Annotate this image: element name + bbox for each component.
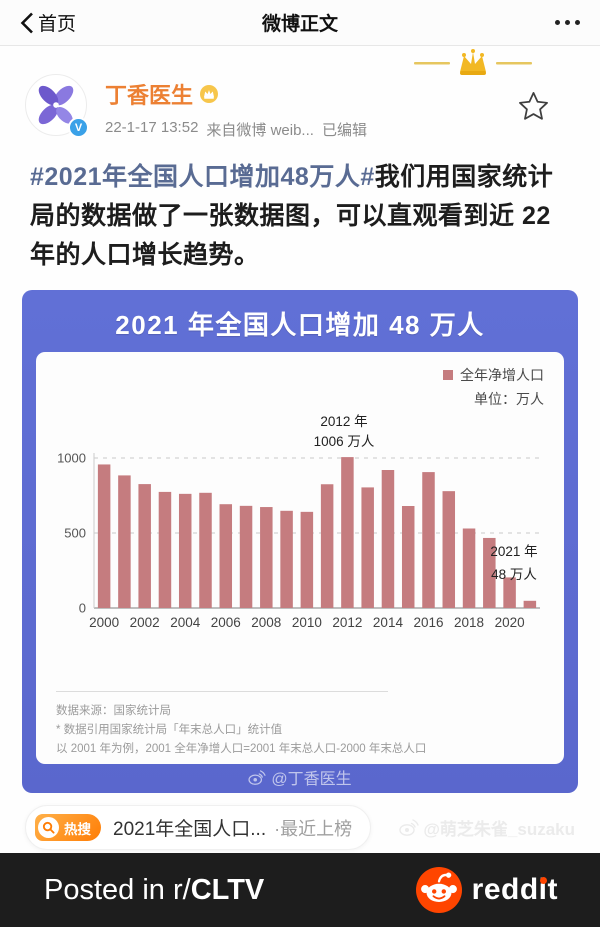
bar-2019: [483, 537, 496, 608]
divider: [56, 691, 388, 692]
bar-2007: [239, 505, 253, 608]
post-text: 我们用国家统计局的数据做了一张数据图，可以直观看到近 22 年的人口增长趋势。: [30, 163, 554, 269]
back-button[interactable]: 首页: [20, 9, 76, 36]
reddit-wordmark: reddit: [471, 873, 558, 906]
chart-watermark-text: @丁香医生: [271, 771, 352, 788]
bar-2017: [442, 491, 456, 608]
svg-text:2016: 2016: [413, 615, 443, 630]
post-source[interactable]: 来自微博 weib...: [206, 122, 314, 139]
bar-2006: [219, 504, 233, 608]
unit-label: 单位：万人: [474, 391, 544, 407]
svg-text:2008: 2008: [251, 615, 281, 630]
svg-text:0: 0: [79, 601, 86, 616]
more-button[interactable]: [555, 20, 580, 25]
bar-2009: [280, 510, 293, 608]
bar-2002: [138, 484, 151, 608]
hot-badge-label: 热搜: [64, 821, 91, 837]
svg-text:2018: 2018: [454, 615, 484, 630]
bar-2016: [422, 472, 435, 608]
bar-2021: [523, 600, 537, 608]
post-meta: 22-1-17 13:52 来自微博 weib... 已编辑: [105, 119, 575, 140]
annotation-2021: 48 万人: [491, 567, 537, 582]
bar-2000: [97, 464, 111, 608]
bar-2010: [300, 511, 314, 608]
bar-2004: [178, 493, 192, 608]
chart-watermark: @丁香医生: [22, 765, 578, 789]
chart-image[interactable]: 2021 年全国人口增加 48 万人 全年净增人口 单位：万人 0 500 1000…: [22, 290, 578, 793]
photo-watermark: @萌芝朱雀_suzaku: [399, 815, 575, 840]
post-body: #2021年全国人口增加48万人#我们用国家统计局的数据做了一张数据图，可以直观…: [0, 150, 600, 275]
photo-watermark-text: @萌芝朱雀_suzaku: [423, 820, 575, 839]
chart-footnotes: 数据来源：国家统计局 * 数据引用国家统计局「年末总人口」统计值 以 2001 …: [56, 702, 544, 759]
annotation-2012: 2012 年: [320, 414, 367, 429]
reddit-caption: Posted in r/CLTV: [44, 874, 264, 907]
favorite-star-icon[interactable]: [517, 90, 550, 123]
chevron-left-icon: [20, 12, 33, 33]
bar-2018: [462, 528, 476, 608]
hashtag-link[interactable]: #2021年全国人口增加48万人#: [30, 163, 375, 191]
bar-2008: [260, 507, 273, 608]
search-icon: [38, 817, 59, 838]
dxy-clover-logo-icon: [38, 85, 74, 125]
svg-text:1000: 1000: [57, 451, 86, 466]
hot-search-text: 2021年全国人口...: [113, 819, 267, 840]
chart-title: 2021 年全国人口增加 48 万人: [115, 310, 485, 340]
hot-search-row: 热搜 2021年全国人口... ·最近上榜 @萌芝朱雀_suzaku: [0, 805, 600, 850]
note-line-2: 以 2001 年为例，2001 全年净增人口=2001 年末总人口-2000 年…: [56, 743, 427, 755]
hot-search-status: ·最近上榜: [274, 818, 353, 839]
svg-text:2000: 2000: [89, 615, 119, 630]
bar-2013: [361, 487, 374, 608]
svg-text:500: 500: [64, 526, 86, 541]
svg-text:2002: 2002: [130, 615, 160, 630]
posted-in-prefix: Posted in r/: [44, 873, 191, 906]
edited-label: 已编辑: [321, 122, 367, 139]
chart-panel: 全年净增人口 单位：万人 0 500 1000 2000 2002 2004 2006 200…: [36, 352, 564, 764]
subreddit-name: CLTV: [190, 873, 265, 906]
bar-2014: [381, 470, 395, 608]
population-bar-chart: 0 500 1000 2000 2002 2004 2006 2008 2010 2012 2014…: [57, 414, 540, 630]
bar-2011: [320, 484, 334, 608]
annotation-2021: 2021 年: [490, 544, 537, 559]
timestamp: 22-1-17 13:52: [105, 119, 199, 136]
verified-badge-icon: V: [68, 117, 89, 138]
weibo-icon: [248, 769, 266, 785]
svg-text:2004: 2004: [170, 615, 201, 630]
legend-label: 全年净增人口: [460, 367, 544, 383]
back-label: 首页: [38, 14, 77, 35]
svg-text:2014: 2014: [373, 615, 404, 630]
author-name[interactable]: 丁香医生: [105, 83, 194, 108]
bar-2001: [118, 475, 131, 608]
svg-text:2020: 2020: [495, 615, 525, 630]
legend-swatch: [443, 370, 453, 380]
reddit-logo: reddit: [415, 867, 558, 913]
chart-legend: 全年净增人口 单位：万人: [56, 366, 544, 408]
annotation-2012: 1006 万人: [314, 434, 375, 449]
nav-bar: 首页 微博正文: [0, 0, 600, 46]
bar-2020: [503, 577, 516, 608]
bar-2012: [341, 457, 354, 608]
bar-2005: [199, 492, 212, 608]
svg-text:2010: 2010: [292, 615, 322, 630]
bar-2003: [158, 491, 172, 608]
svg-text:2006: 2006: [211, 615, 241, 630]
weibo-icon: [399, 819, 420, 836]
avatar[interactable]: V: [25, 74, 89, 138]
avatar-image: [25, 74, 87, 136]
membership-crown-badge-icon: [200, 85, 219, 103]
note-line-1: * 数据引用国家统计局「年末总人口」统计值: [56, 724, 283, 736]
bar-2015: [401, 506, 415, 608]
reddit-banner: Posted in r/CLTV reddit: [0, 853, 600, 927]
crown-decoration-icon: [414, 49, 532, 75]
post-header: V 丁香医生 22-1-17 13:52 来自微博 weib... 已编辑: [0, 46, 600, 150]
reddit-snoo-icon: [415, 867, 462, 913]
hot-search-chip[interactable]: 热搜 2021年全国人口... ·最近上榜: [25, 805, 372, 850]
page-title: 微博正文: [261, 14, 338, 35]
data-source-line: 数据来源：国家统计局: [56, 705, 171, 717]
hot-search-badge: 热搜: [35, 814, 101, 841]
svg-text:2012: 2012: [332, 615, 362, 630]
